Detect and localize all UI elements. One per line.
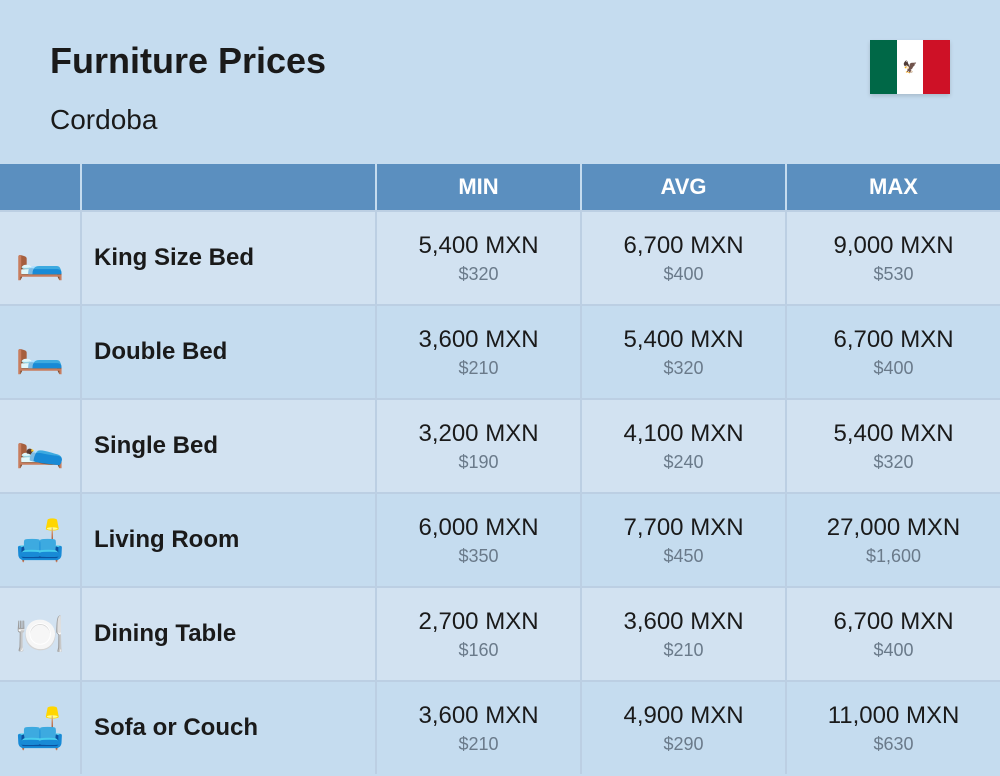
price-max: 27,000 MXN $1,600	[787, 492, 1000, 586]
table-header-row: MIN AVG MAX	[0, 164, 1000, 210]
table-row: 🛏️Double Bed 3,600 MXN $210 5,400 MXN $320 6,…	[0, 304, 1000, 398]
titles: Furniture Prices Cordoba	[50, 40, 326, 136]
price-primary: 9,000 MXN	[833, 232, 953, 260]
page-title: Furniture Prices	[50, 40, 326, 82]
price-min: 3,600 MXN $210	[377, 680, 582, 774]
price-primary: 3,600 MXN	[418, 702, 538, 730]
price-primary: 6,700 MXN	[833, 608, 953, 636]
furniture-icon: 🛏️	[0, 304, 82, 398]
th-name-blank	[82, 164, 377, 210]
price-secondary: $210	[458, 358, 498, 379]
price-secondary: $210	[458, 734, 498, 755]
price-secondary: $530	[873, 264, 913, 285]
price-avg: 6,700 MXN $400	[582, 210, 787, 304]
table-row: 🍽️Dining Table 2,700 MXN $160 3,600 MXN $210…	[0, 586, 1000, 680]
flag-stripe-green	[870, 40, 897, 94]
furniture-name: Double Bed	[82, 304, 377, 398]
flag-icon: 🦅	[870, 40, 950, 94]
th-max: MAX	[787, 164, 1000, 210]
price-primary: 7,700 MXN	[623, 514, 743, 542]
price-secondary: $400	[873, 640, 913, 661]
price-min: 6,000 MXN $350	[377, 492, 582, 586]
price-secondary: $630	[873, 734, 913, 755]
furniture-icon: 🍽️	[0, 586, 82, 680]
price-secondary: $210	[663, 640, 703, 661]
furniture-name: Dining Table	[82, 586, 377, 680]
furniture-name: Sofa or Couch	[82, 680, 377, 774]
price-primary: 3,200 MXN	[418, 420, 538, 448]
price-avg: 4,100 MXN $240	[582, 398, 787, 492]
th-icon-blank	[0, 164, 82, 210]
price-table: MIN AVG MAX 🛏️King Size Bed 5,400 MXN $320…	[0, 164, 1000, 774]
furniture-name: King Size Bed	[82, 210, 377, 304]
price-avg: 7,700 MXN $450	[582, 492, 787, 586]
price-primary: 3,600 MXN	[623, 608, 743, 636]
price-min: 3,200 MXN $190	[377, 398, 582, 492]
price-primary: 27,000 MXN	[827, 514, 960, 542]
th-avg: AVG	[582, 164, 787, 210]
price-primary: 5,400 MXN	[418, 232, 538, 260]
price-max: 5,400 MXN $320	[787, 398, 1000, 492]
price-secondary: $320	[873, 452, 913, 473]
flag-emblem: 🦅	[903, 60, 918, 74]
price-min: 3,600 MXN $210	[377, 304, 582, 398]
price-avg: 4,900 MXN $290	[582, 680, 787, 774]
price-max: 6,700 MXN $400	[787, 304, 1000, 398]
flag-stripe-white: 🦅	[897, 40, 924, 94]
price-secondary: $350	[458, 546, 498, 567]
location-subtitle: Cordoba	[50, 104, 326, 136]
price-primary: 6,700 MXN	[833, 326, 953, 354]
table-row: 🛋️Living Room 6,000 MXN $350 7,700 MXN $450 2…	[0, 492, 1000, 586]
price-secondary: $450	[663, 546, 703, 567]
price-secondary: $320	[458, 264, 498, 285]
price-secondary: $400	[663, 264, 703, 285]
price-primary: 3,600 MXN	[418, 326, 538, 354]
furniture-name: Single Bed	[82, 398, 377, 492]
price-secondary: $240	[663, 452, 703, 473]
price-primary: 5,400 MXN	[833, 420, 953, 448]
price-primary: 6,000 MXN	[418, 514, 538, 542]
price-secondary: $160	[458, 640, 498, 661]
price-primary: 11,000 MXN	[828, 702, 960, 730]
th-min: MIN	[377, 164, 582, 210]
price-primary: 4,100 MXN	[623, 420, 743, 448]
price-max: 6,700 MXN $400	[787, 586, 1000, 680]
price-secondary: $190	[458, 452, 498, 473]
price-secondary: $320	[663, 358, 703, 379]
price-min: 2,700 MXN $160	[377, 586, 582, 680]
flag-stripe-red	[923, 40, 950, 94]
price-avg: 3,600 MXN $210	[582, 586, 787, 680]
furniture-icon: 🛏️	[0, 210, 82, 304]
price-secondary: $290	[663, 734, 703, 755]
table-row: 🛏️King Size Bed 5,400 MXN $320 6,700 MXN $40…	[0, 210, 1000, 304]
price-secondary: $1,600	[866, 546, 921, 567]
table-body: 🛏️King Size Bed 5,400 MXN $320 6,700 MXN $40…	[0, 210, 1000, 774]
furniture-icon: 🛋️	[0, 492, 82, 586]
price-min: 5,400 MXN $320	[377, 210, 582, 304]
price-primary: 5,400 MXN	[623, 326, 743, 354]
price-primary: 2,700 MXN	[418, 608, 538, 636]
table-row: 🛌Single Bed 3,200 MXN $190 4,100 MXN $240 5,4…	[0, 398, 1000, 492]
header: Furniture Prices Cordoba 🦅	[0, 0, 1000, 146]
furniture-icon: 🛌	[0, 398, 82, 492]
furniture-name: Living Room	[82, 492, 377, 586]
price-primary: 4,900 MXN	[623, 702, 743, 730]
price-primary: 6,700 MXN	[623, 232, 743, 260]
price-avg: 5,400 MXN $320	[582, 304, 787, 398]
furniture-icon: 🛋️	[0, 680, 82, 774]
price-max: 11,000 MXN $630	[787, 680, 1000, 774]
table-row: 🛋️Sofa or Couch 3,600 MXN $210 4,900 MXN $29…	[0, 680, 1000, 774]
price-secondary: $400	[873, 358, 913, 379]
price-max: 9,000 MXN $530	[787, 210, 1000, 304]
